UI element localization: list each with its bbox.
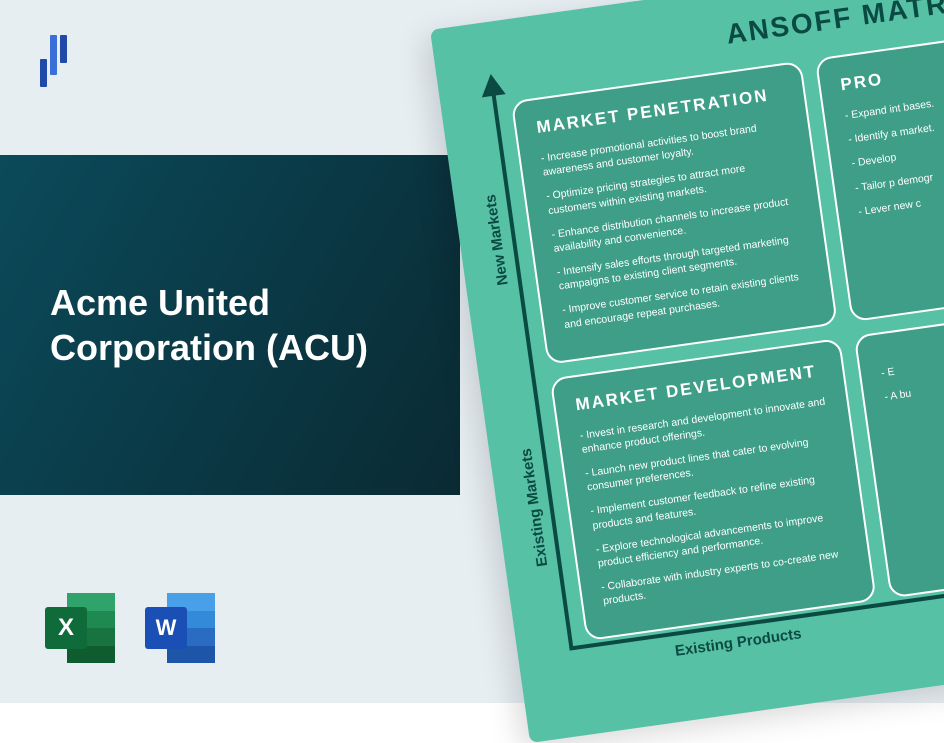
quad-items: - E - A bu: [880, 332, 944, 405]
quad-item: - E: [880, 332, 944, 381]
logo-bar-3: [60, 35, 67, 63]
brand-logo: [40, 35, 67, 75]
logo-bar-2: [50, 35, 57, 75]
app-icons-row: X W: [45, 593, 215, 663]
quad-title: [878, 318, 944, 353]
excel-icon: X: [45, 593, 115, 663]
quad-items: - Increase promotional activities to boo…: [540, 117, 812, 332]
ansoff-matrix: ANSOFF MATRIX New Markets Existing Marke…: [430, 0, 944, 743]
quad-items: - Invest in research and development to …: [579, 394, 851, 609]
quadrant-market-penetration: MARKET PENETRATION - Increase promotiona…: [511, 61, 838, 365]
matrix-grid: New Markets Existing Markets Existing Pr…: [511, 18, 944, 636]
quad-items: - Expand int bases. - Identify a market.…: [844, 74, 944, 218]
excel-icon-letter: X: [45, 607, 87, 649]
word-icon: W: [145, 593, 215, 663]
logo-bar-1: [40, 59, 47, 87]
page-title: Acme United Corporation (ACU): [50, 280, 460, 370]
word-icon-letter: W: [145, 607, 187, 649]
quad-title: PRO: [839, 41, 944, 95]
quadrant-top-right: PRO - Expand int bases. - Identify a mar…: [815, 18, 944, 322]
title-block: Acme United Corporation (ACU): [0, 155, 460, 495]
quadrant-market-development: MARKET DEVELOPMENT - Invest in research …: [550, 338, 877, 642]
canvas: Acme United Corporation (ACU) X W ANSOFF…: [0, 0, 944, 703]
y-axis-arrowhead: [479, 72, 506, 97]
